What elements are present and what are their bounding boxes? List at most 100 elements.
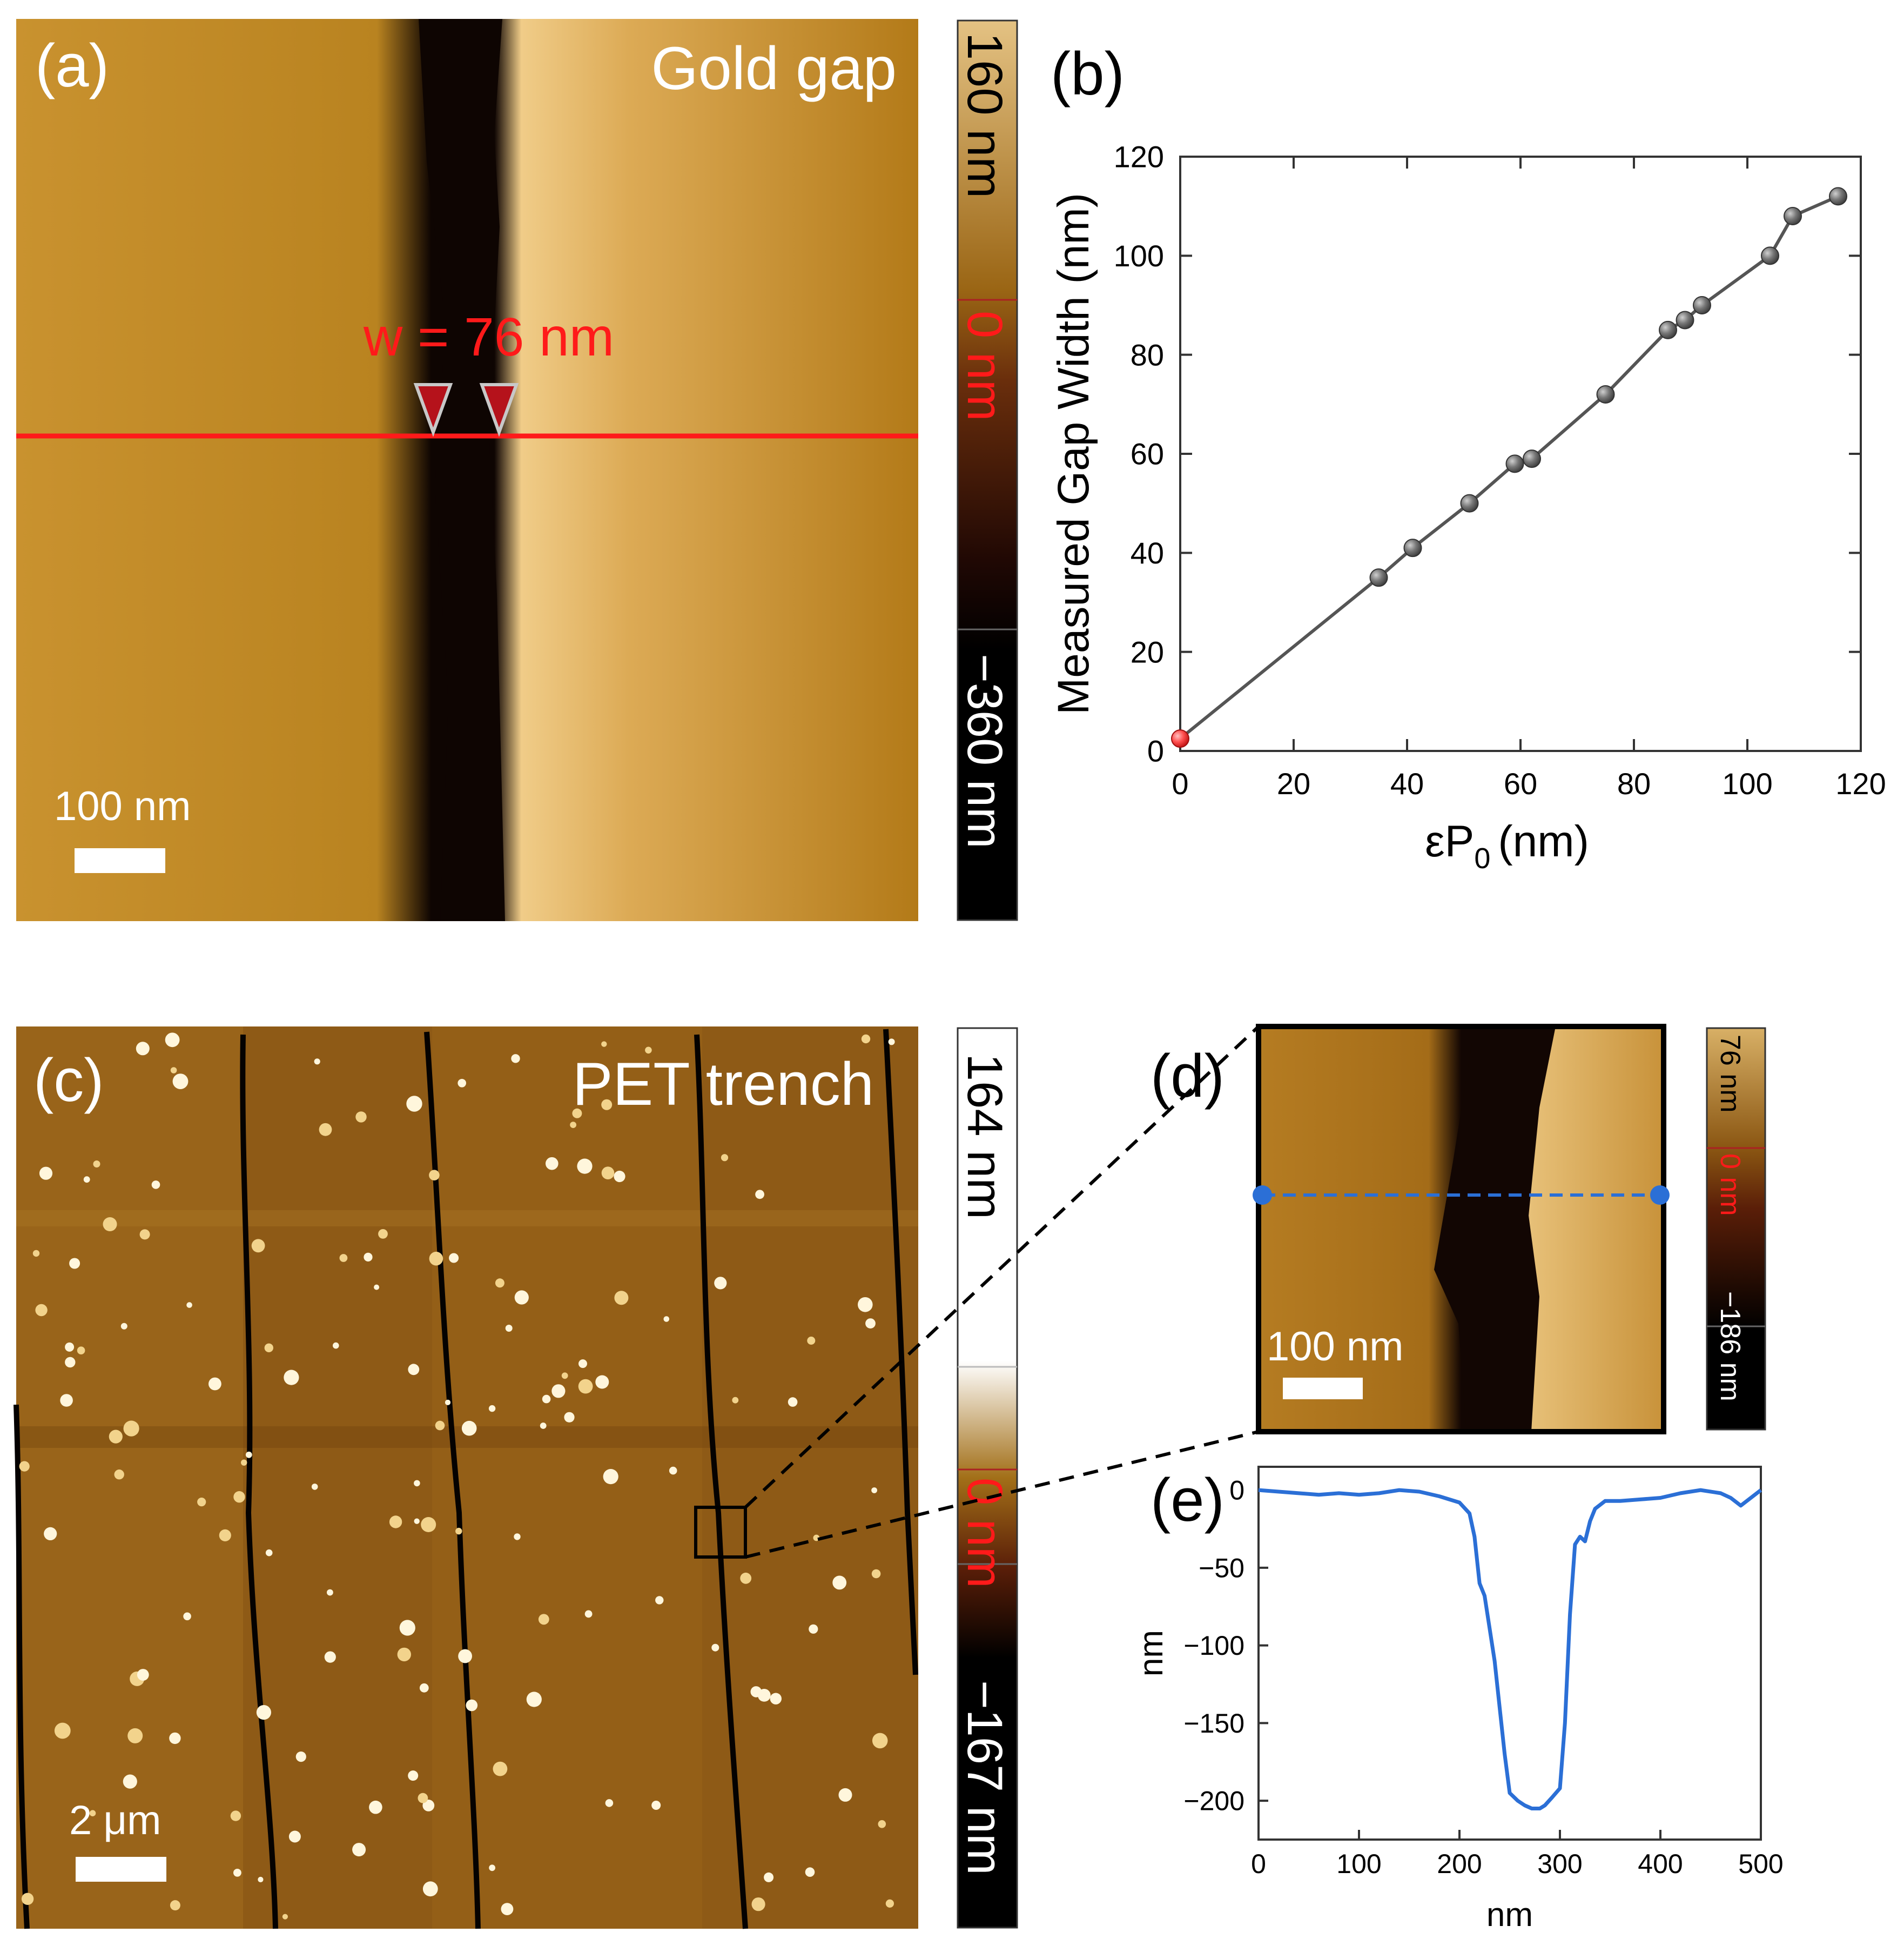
data-point: [1761, 246, 1779, 265]
particle-dot: [265, 1549, 273, 1556]
panel-b-label: (b): [1051, 40, 1125, 108]
particle-dot: [256, 1705, 271, 1720]
panel-e-label: (e): [1151, 1466, 1225, 1534]
particle-dot: [601, 1041, 607, 1047]
colorbar-c-bottom-label: −167 nm: [957, 1680, 1012, 1875]
particle-dot: [572, 1108, 582, 1118]
data-point: [1784, 207, 1802, 225]
particle-dot: [319, 1123, 332, 1136]
particle-dot: [170, 1067, 177, 1073]
particle-dot: [284, 1370, 299, 1385]
zoom-connector-bottom: [745, 1430, 1259, 1559]
particle-dot: [251, 1239, 265, 1253]
panel-a-title: Gold gap: [651, 35, 897, 102]
particle-dot: [408, 1364, 420, 1375]
particle-dot: [414, 1518, 420, 1524]
particle-dot: [805, 1867, 815, 1877]
particle-dot: [136, 1042, 150, 1056]
x-tick-label: 0: [1251, 1849, 1266, 1879]
colorbar-c-mid-label: 0 nm: [957, 1478, 1012, 1588]
particle-dot: [455, 1527, 462, 1535]
series-line: [1258, 1488, 1762, 1810]
particle-dot: [807, 1337, 816, 1345]
particle-dot: [461, 1420, 477, 1436]
particle-dot: [721, 1154, 729, 1162]
particle-dot: [421, 1517, 436, 1532]
particle-dot: [838, 1788, 852, 1802]
particle-dot: [103, 1217, 117, 1231]
particle-dot: [669, 1466, 677, 1475]
particle-dot: [44, 1527, 57, 1540]
particle-dot: [505, 1325, 513, 1332]
pet-region: [16, 1026, 243, 1929]
particle-dot: [314, 1058, 320, 1065]
particle-dot: [139, 1229, 150, 1240]
particle-dot: [19, 1461, 30, 1472]
data-point: [1403, 539, 1422, 558]
particle-dot: [355, 1111, 367, 1123]
particle-dot: [764, 1872, 774, 1882]
particle-dot: [501, 1903, 514, 1916]
y-tick-label: 60: [1131, 437, 1164, 471]
particle-dot: [288, 1830, 301, 1843]
x-tick-label: 500: [1738, 1849, 1783, 1879]
particle-dot: [770, 1693, 782, 1705]
particle-dot: [123, 1420, 139, 1437]
particle-dot: [120, 1323, 127, 1330]
colorbar-d-top-label: 76 nm: [1714, 1035, 1746, 1113]
particle-dot: [449, 1253, 459, 1263]
particle-dot: [540, 1422, 547, 1429]
particle-dot: [60, 1394, 73, 1407]
particle-dot: [755, 1190, 764, 1199]
particle-dot: [872, 1733, 888, 1749]
particle-dot: [114, 1469, 124, 1480]
data-point: [1659, 320, 1677, 339]
particle-dot: [233, 1491, 245, 1503]
particle-dot: [83, 1176, 90, 1183]
chart-e-xlabel: nm: [1486, 1896, 1533, 1934]
panel-c-scalebar: [76, 1857, 166, 1882]
particle-dot: [295, 1752, 306, 1762]
panel-b-chart: (b) 0 20 40 60 80 100 120 0 20 40 60 80 100 120 Measu…: [1049, 40, 1886, 875]
particle-dot: [137, 1669, 149, 1681]
particle-dot: [219, 1529, 231, 1541]
colorbar-a-bottom-label: −360 nm: [957, 654, 1012, 849]
particle-dot: [39, 1166, 53, 1180]
y-tick-label: 100: [1114, 239, 1164, 273]
x-tick-label: 300: [1537, 1849, 1582, 1879]
gap-width-label: w = 76 nm: [363, 307, 614, 367]
particle-dot: [570, 1122, 576, 1129]
panel-c-scalebar-label: 2 μm: [69, 1797, 161, 1843]
gold-gap-trench: [419, 19, 505, 921]
particle-dot: [245, 1451, 252, 1458]
particle-dot: [233, 1869, 241, 1877]
particle-dot: [546, 1157, 559, 1170]
particle-dot: [32, 1250, 40, 1257]
chart-b-ylabel: Measured Gap Width (nm): [1049, 193, 1098, 715]
colorbar-a-top-label: 160 nm: [957, 32, 1012, 198]
particle-dot: [429, 1170, 440, 1180]
particle-dot: [757, 1689, 771, 1702]
zoom-trench: [1434, 1026, 1556, 1432]
particle-dot: [809, 1624, 818, 1634]
x-tick-label: 100: [1336, 1849, 1381, 1879]
particle-dot: [871, 1569, 881, 1579]
particle-dot: [858, 1297, 873, 1312]
panel-a: w = 76 nm (a) Gold gap 100 nm 160 nm 0 n…: [16, 19, 1018, 921]
particle-dot: [127, 1728, 143, 1743]
particle-dot: [324, 1651, 336, 1663]
particle-dot: [614, 1170, 625, 1183]
particle-dot: [651, 1801, 661, 1810]
particle-dot: [740, 1572, 752, 1584]
profile-endpoint-right: [1650, 1185, 1670, 1205]
panel-a-label: (a): [35, 32, 109, 99]
colorbar-c: [957, 1027, 1018, 1929]
y-tick-label: 80: [1131, 338, 1164, 372]
particle-dot: [445, 1399, 451, 1405]
x-tick-label: 40: [1390, 767, 1424, 801]
data-point: [1676, 311, 1694, 330]
y-tick-label: 20: [1131, 635, 1164, 669]
particle-dot: [123, 1774, 137, 1789]
x-tick-label: 200: [1437, 1849, 1482, 1879]
x-tick-label: 60: [1504, 767, 1537, 801]
